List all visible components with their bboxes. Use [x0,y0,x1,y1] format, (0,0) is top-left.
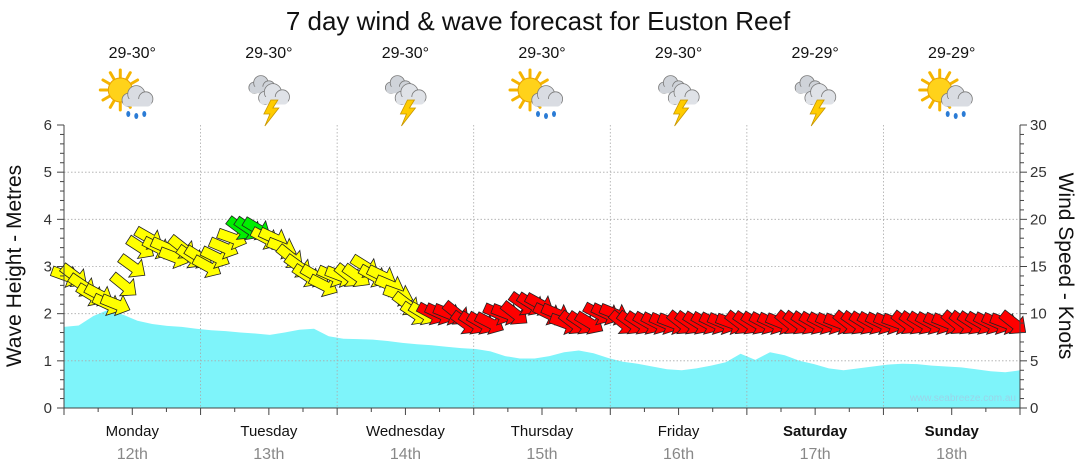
storm-cloud-icon [794,75,837,127]
sun-ray [511,95,521,102]
wave-height-area [64,309,1020,408]
chart-title: 7 day wind & wave forecast for Euston Re… [286,6,791,36]
lightning-bolt [263,99,280,127]
sun-ray [130,78,140,85]
y-axis-title: Wave Height - Metres [3,165,26,367]
day-name: Thursday [511,423,574,440]
day-date: 13th [253,446,284,463]
day-temperature: 29-30° [655,45,702,62]
day-temperature: 29-29° [791,45,838,62]
sun-ray [920,95,930,102]
sun-ray [511,78,521,85]
wind-arrows-layer [49,215,1027,336]
sun-ray [928,71,935,81]
watermark: www.seabreeze.com.au [909,393,1016,404]
sun-ray [108,71,116,81]
rain-drop [961,111,966,117]
sun-ray [928,99,935,109]
storm-cloud-icon [248,75,290,127]
y-tick-label: 1 [44,353,52,370]
day-date: 18th [936,446,967,463]
day-date: 12th [117,446,148,463]
y2-tick-label: 10 [1030,306,1047,323]
y2-tick-label: 15 [1030,259,1047,276]
sun-ray [920,78,930,85]
y-tick-label: 4 [44,211,52,228]
storm-cloud-icon [658,75,700,127]
sun-ray [101,78,111,85]
day-date: 16th [663,446,694,463]
rain-drop [945,111,950,117]
sun-cloud-rain-icon [98,68,154,119]
lightning-bolt [399,99,417,127]
day-name: Monday [106,423,160,440]
storm-cloud-icon [385,75,427,127]
y2-axis-title: Wind Speed - Knots [1054,173,1077,360]
sun-ray [518,99,525,109]
rain-drop [126,111,131,117]
sun-ray [944,71,952,81]
rain-drop [536,111,540,117]
day-date: 15th [526,446,557,463]
sun-ray [518,71,525,81]
sun-cloud-rain-icon [508,68,564,119]
y-tick-label: 0 [44,400,52,417]
sun-ray [539,78,549,85]
wind-arrow [473,311,504,335]
rain-drop [544,113,548,119]
day-name: Saturday [783,423,848,440]
y2-tick-label: 20 [1030,211,1047,228]
day-temperature: 29-30° [245,45,292,62]
cloud-part [942,98,971,107]
wind-arrow [573,310,604,335]
sun-ray [949,78,959,85]
axes-layer: 0 1 2 3 4 5 6 0 5 10 15 20 25 30 [44,117,1047,417]
y-tick-label: 3 [44,259,52,276]
rain-drop [953,113,958,119]
day-name: Friday [658,423,700,440]
wind-arrow [108,271,137,297]
y-tick-label: 5 [44,164,52,181]
sun-ray [125,71,132,81]
day-temperature: 29-30° [382,45,429,62]
day-date: 17th [800,446,831,463]
cloud-part [122,98,152,107]
sun-ray [108,99,116,109]
wave-height-area-layer [64,309,1020,408]
sun-cloud-rain-icon [918,68,973,119]
wind-arrow [117,253,146,278]
rain-drop [142,111,147,117]
day-name: Sunday [925,423,980,440]
cloud-part [532,98,562,107]
day-temperature: 29-29° [928,45,975,62]
sun-ray [101,95,111,102]
wind-arrow [191,254,222,279]
day-name: Tuesday [240,423,297,440]
day-date: 14th [390,446,421,463]
day-name: Wednesday [366,423,445,440]
lightning-bolt [809,99,826,127]
wind-arrow [99,293,131,317]
y2-tick-label: 5 [1030,353,1038,370]
y-tick-label: 6 [44,117,52,134]
y-tick-label: 2 [44,306,52,323]
y2-tick-label: 25 [1030,164,1047,181]
sun-ray [535,71,542,81]
rain-drop [134,113,139,119]
days-layer: 29-30° Monday 12th 29-30° Tuesday 13th 29-30° W… [98,45,980,463]
wind-arrow [499,299,528,325]
rain-drop [552,111,556,117]
wind-arrow [307,273,338,298]
day-temperature: 29-30° [518,45,565,62]
day-temperature: 29-30° [109,45,156,62]
y2-tick-label: 30 [1030,117,1047,134]
lightning-bolt [672,99,690,127]
y2-tick-label: 0 [1030,400,1038,417]
